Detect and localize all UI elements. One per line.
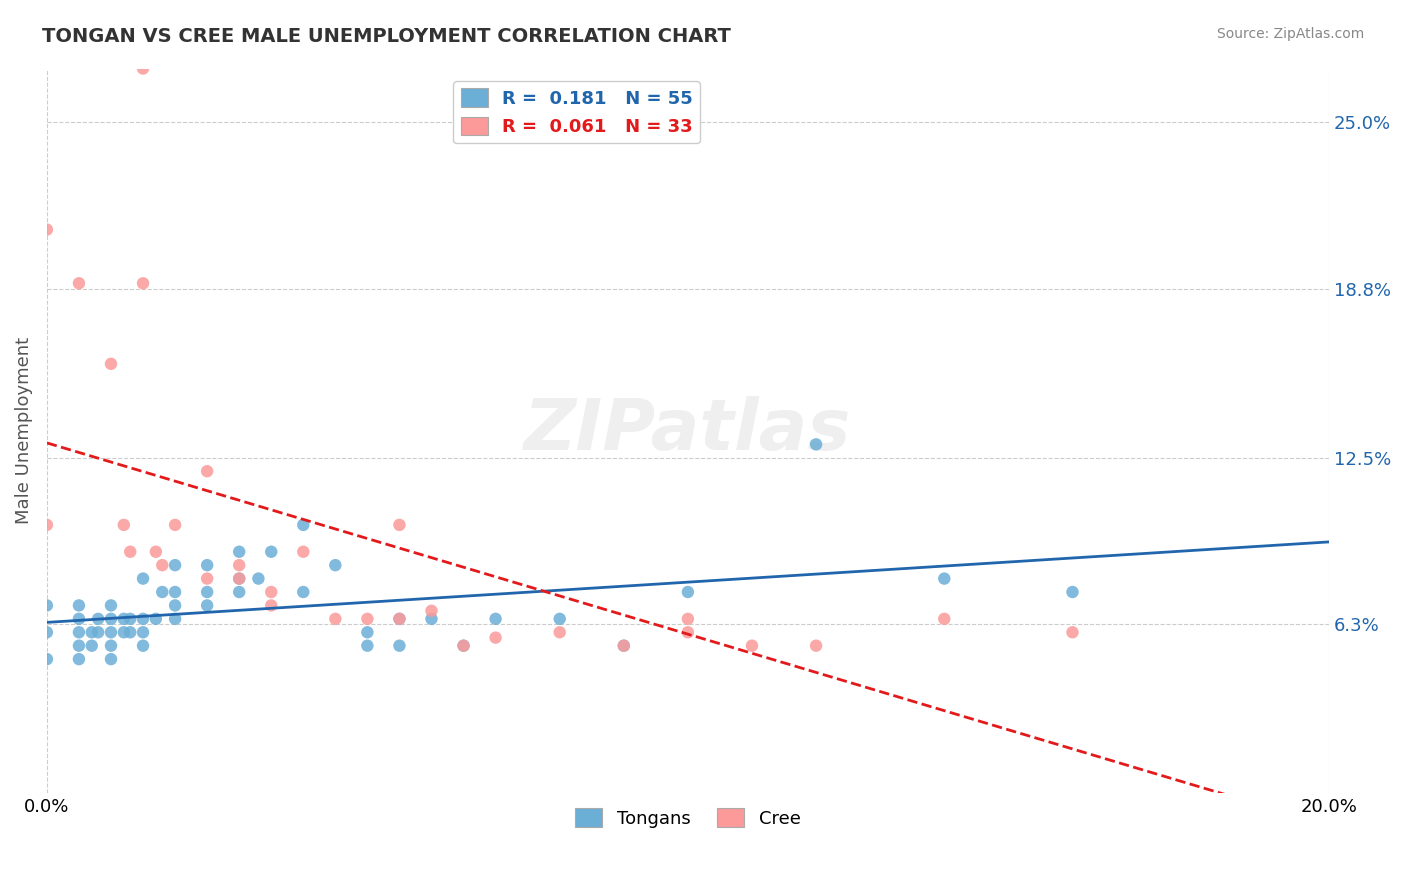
- Y-axis label: Male Unemployment: Male Unemployment: [15, 337, 32, 524]
- Point: [100, 599, 122, 613]
- Point: [100, 612, 122, 626]
- Point: [388, 612, 411, 626]
- Point: [676, 625, 699, 640]
- Point: [132, 612, 155, 626]
- Point: [132, 639, 155, 653]
- Point: [100, 357, 122, 371]
- Point: [35, 652, 58, 666]
- Text: Source: ZipAtlas.com: Source: ZipAtlas.com: [1216, 27, 1364, 41]
- Point: [388, 639, 411, 653]
- Point: [132, 62, 155, 76]
- Point: [67, 599, 90, 613]
- Point: [484, 612, 506, 626]
- Point: [453, 639, 475, 653]
- Point: [1062, 625, 1084, 640]
- Point: [67, 277, 90, 291]
- Point: [741, 639, 763, 653]
- Point: [260, 599, 283, 613]
- Point: [548, 625, 571, 640]
- Point: [228, 545, 250, 559]
- Point: [100, 652, 122, 666]
- Point: [112, 625, 135, 640]
- Point: [260, 545, 283, 559]
- Point: [356, 625, 378, 640]
- Point: [132, 572, 155, 586]
- Point: [484, 631, 506, 645]
- Point: [165, 612, 187, 626]
- Point: [67, 652, 90, 666]
- Point: [87, 612, 110, 626]
- Point: [112, 517, 135, 532]
- Point: [120, 545, 142, 559]
- Point: [195, 599, 218, 613]
- Point: [87, 625, 110, 640]
- Point: [292, 517, 315, 532]
- Text: ZIPatlas: ZIPatlas: [524, 396, 852, 466]
- Point: [165, 517, 187, 532]
- Point: [120, 612, 142, 626]
- Point: [934, 572, 956, 586]
- Point: [80, 625, 103, 640]
- Point: [112, 612, 135, 626]
- Point: [420, 612, 443, 626]
- Point: [100, 639, 122, 653]
- Point: [548, 612, 571, 626]
- Point: [228, 558, 250, 573]
- Point: [613, 639, 636, 653]
- Point: [325, 612, 347, 626]
- Point: [388, 612, 411, 626]
- Point: [260, 585, 283, 599]
- Point: [388, 517, 411, 532]
- Point: [132, 277, 155, 291]
- Point: [613, 639, 636, 653]
- Point: [228, 572, 250, 586]
- Point: [356, 612, 378, 626]
- Point: [453, 639, 475, 653]
- Point: [1062, 585, 1084, 599]
- Legend: Tongans, Cree: Tongans, Cree: [568, 801, 808, 835]
- Point: [420, 604, 443, 618]
- Point: [35, 625, 58, 640]
- Point: [325, 558, 347, 573]
- Point: [145, 545, 167, 559]
- Point: [132, 625, 155, 640]
- Point: [67, 625, 90, 640]
- Point: [804, 639, 827, 653]
- Point: [195, 464, 218, 478]
- Point: [228, 572, 250, 586]
- Point: [676, 612, 699, 626]
- Point: [35, 222, 58, 236]
- Point: [150, 585, 173, 599]
- Point: [165, 585, 187, 599]
- Point: [195, 572, 218, 586]
- Point: [120, 625, 142, 640]
- Point: [228, 585, 250, 599]
- Point: [35, 599, 58, 613]
- Point: [292, 545, 315, 559]
- Point: [934, 612, 956, 626]
- Point: [100, 625, 122, 640]
- Point: [150, 558, 173, 573]
- Point: [165, 599, 187, 613]
- Point: [804, 437, 827, 451]
- Point: [292, 585, 315, 599]
- Point: [195, 558, 218, 573]
- Point: [67, 639, 90, 653]
- Point: [195, 585, 218, 599]
- Point: [165, 558, 187, 573]
- Point: [145, 612, 167, 626]
- Point: [35, 517, 58, 532]
- Point: [80, 639, 103, 653]
- Point: [247, 572, 270, 586]
- Point: [356, 639, 378, 653]
- Point: [676, 585, 699, 599]
- Text: TONGAN VS CREE MALE UNEMPLOYMENT CORRELATION CHART: TONGAN VS CREE MALE UNEMPLOYMENT CORRELA…: [42, 27, 731, 45]
- Point: [67, 612, 90, 626]
